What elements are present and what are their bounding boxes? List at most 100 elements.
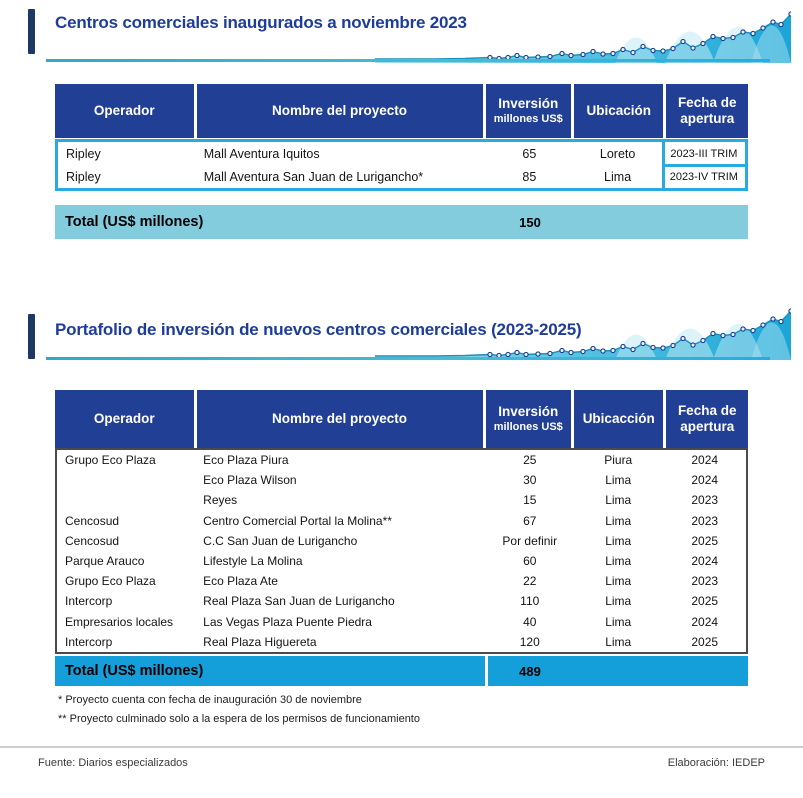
table-cell: Grupo Eco Plaza [65,574,156,589]
table-cell: Eco Plaza Ate [203,574,278,589]
table-cell: Lima [605,594,632,609]
table-cell: Cencosud [65,513,120,528]
table-cell: 22 [523,574,537,589]
table2-body: Grupo Eco Plaza Eco Plaza Piura 25 Piura 202… [55,448,748,654]
section1-accent-bar [28,9,35,54]
section1-title: Centros comerciales inaugurados a noviem… [55,13,467,32]
table-cell: Real Plaza Higuereta [203,634,317,649]
table-row: Grupo Eco Plaza Eco Plaza Piura 25 Piura 202… [57,450,746,470]
table-cell: Ripley [66,169,101,184]
table-cell: Empresarios locales [65,614,174,629]
table-cell: 2023-III TRIM [670,147,738,160]
table2-total-label: Total (US$ millones) [55,656,485,686]
table-row: Parque Arauco Lifestyle La Molina 60 Lima 20… [57,551,746,571]
table-cell: Parque Arauco [65,554,145,569]
table-cell: Real Plaza San Juan de Lurigancho [203,594,395,609]
table-cell: Lima [604,169,632,184]
table-row: Grupo Eco Plaza Eco Plaza Ate 22 Lima 2023 [57,571,746,591]
table2-total-value: 489 [488,656,748,686]
header-label: Nombre del proyecto [272,103,408,119]
header-label: Nombre del proyecto [272,411,408,427]
header-label: Ubicacción [582,411,655,427]
table1-total-value: 150 [488,205,748,239]
table-cell: 85 [522,169,537,184]
table-cell: 60 [523,554,537,569]
table-cell: 25 [523,453,537,468]
table-cell: 2024 [691,473,719,488]
table2-header-fecha: Fecha de apertura [666,390,748,448]
table-cell: Reyes [203,493,238,508]
table1-body: Ripley Mall Aventura Iquitos 65 Loreto 2023-… [55,139,748,191]
header-label: Inversión [498,95,559,111]
table-cell: Eco Plaza Piura [203,453,289,468]
table-cell: Intercorp [65,634,113,649]
table-cell: 2025 [691,594,719,609]
table-cell: 2025 [691,533,719,548]
table-cell: Lifestyle La Molina [203,554,303,569]
header-sublabel: millones US$ [493,421,563,434]
trend-sparkline-icon [375,7,794,63]
table-cell: Mall Aventura San Juan de Lurigancho* [203,169,424,184]
table2-total-row: Total (US$ millones) 489 [55,656,748,686]
table-cell: C.C San Juan de Lurigancho [203,533,358,548]
table1-header-inversion: Inversión millones US$ [485,84,571,138]
table-cell: 110 [520,594,540,609]
table-cell: 2023 [691,513,719,528]
table-cell: 2024 [691,614,719,629]
table-cell: 67 [523,513,537,528]
table-row: Reyes 15 Lima 2023 [57,490,746,510]
header-label: Operador [93,411,155,427]
table1-header-fecha: Fecha de apertura [666,84,748,138]
table-cell: Por definir [502,533,558,548]
trend-sparkline-icon [375,304,794,360]
table2-header: Operador Nombre del proyecto Inversión mi… [55,390,748,448]
table1-header-operador: Operador [55,84,194,138]
table-cell: 120 [519,634,540,649]
table-cell: Lima [605,574,632,589]
header-label: Operador [93,103,155,119]
table1-total-row: Total (US$ millones) 150 [55,205,748,239]
table-cell: Lima [605,634,632,649]
table-row: Ripley Mall Aventura San Juan de Luriganc… [58,165,745,188]
table-row: Cencosud C.C San Juan de Lurigancho Por de… [57,531,746,551]
header-label: Fecha de apertura [677,95,737,126]
table-cell: 2025 [691,634,719,649]
table-cell: Lima [605,513,632,528]
table-cell: Mall Aventura Iquitos [203,146,320,161]
section1-underline [46,59,770,62]
table-cell: 30 [523,473,537,488]
table-cell: 15 [523,493,537,508]
header-sublabel: millones US$ [493,113,563,126]
section2-underline [46,357,770,360]
table-cell: Las Vegas Plaza Puente Piedra [203,614,372,629]
table1-header-proyecto: Nombre del proyecto [196,84,483,138]
table-cell: 2023 [691,574,719,589]
table-row: Intercorp Real Plaza San Juan de Luriganc… [57,591,746,611]
table-cell: Intercorp [65,594,113,609]
table1-total-label: Total (US$ millones) [55,205,485,239]
table1-header-ubicacion: Ubicación [574,84,664,138]
header-label: Inversión [498,403,559,419]
table-row: Empresarios locales Las Vegas Plaza Puent… [57,612,746,632]
table-cell: Lima [605,533,632,548]
table-row: Intercorp Real Plaza Higuereta 120 Lima 2025 [57,632,746,652]
table2-header-operador: Operador [55,390,194,448]
table2-header-proyecto: Nombre del proyecto [196,390,483,448]
table-cell: 65 [522,146,537,161]
table-cell: 2024 [691,453,719,468]
table-cell: 2023-IV TRIM [669,170,738,183]
header-label: Fecha de apertura [677,403,737,434]
table1-fecha-divider-horizontal [665,163,745,167]
table-cell: Cencosud [65,533,120,548]
table-cell: 2023 [691,493,719,508]
section2-title: Portafolio de inversión de nuevos centro… [55,320,582,339]
section2-accent-bar [28,314,35,359]
table-cell: Ripley [66,146,101,161]
table-cell: Lima [605,473,632,488]
table-cell: Lima [605,554,632,569]
table-row: Cencosud Centro Comercial Portal la Molin… [57,511,746,531]
footer-source: Fuente: Diarios especializados [38,757,188,769]
table-cell: 40 [523,614,537,629]
table-cell: Eco Plaza Wilson [203,473,297,488]
